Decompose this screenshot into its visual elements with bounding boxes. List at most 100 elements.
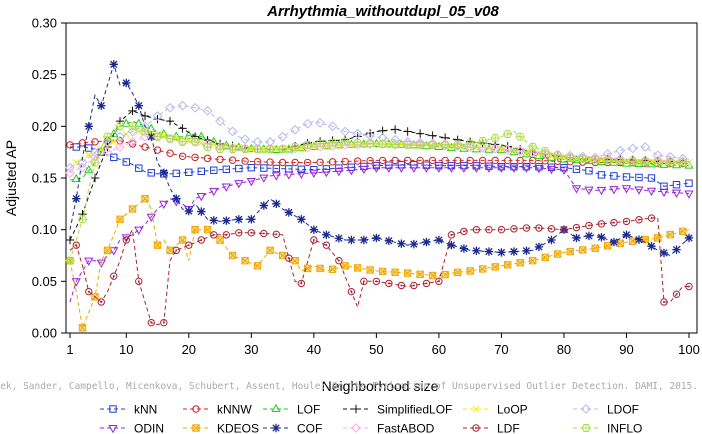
point-inflo	[102, 132, 113, 141]
point-ldf	[85, 287, 93, 296]
point-odin	[334, 168, 344, 177]
point-ldf	[222, 231, 231, 239]
point-inflo	[127, 122, 138, 131]
point-odin	[309, 169, 319, 179]
point-ldf	[360, 277, 368, 286]
point-odin	[534, 165, 544, 174]
x-tick-label: 1	[66, 342, 73, 357]
point-ldof	[315, 117, 326, 128]
point-fastabod	[440, 140, 451, 151]
point-knn	[647, 174, 656, 182]
point-ldf	[335, 256, 343, 265]
point-ldof	[302, 118, 313, 129]
point-lof	[521, 149, 532, 158]
point-cof	[597, 233, 606, 242]
point-knnw	[191, 153, 199, 162]
x-tick-label: 40	[307, 342, 321, 357]
series-knn	[70, 143, 693, 190]
watermark: Campos, Zimek, Sander, Campello, Micenko…	[0, 381, 698, 392]
series-layer	[65, 60, 694, 332]
point-knn	[572, 165, 581, 173]
point-lof	[371, 138, 382, 147]
legend-marker-knn	[109, 405, 117, 413]
point-fastabod	[365, 139, 376, 150]
point-odin	[96, 259, 106, 268]
point-fastabod	[527, 147, 538, 158]
point-inflo	[665, 158, 675, 167]
point-ldof	[152, 111, 163, 121]
point-fastabod	[515, 146, 526, 156]
point-cof	[547, 235, 556, 245]
point-simplifiedlof	[415, 129, 425, 138]
point-ldf	[110, 272, 118, 280]
point-fastabod	[352, 139, 363, 150]
y-tick-label: 0.10	[32, 222, 57, 237]
point-lof	[234, 142, 244, 151]
series-line-simplifiedlof	[69, 110, 690, 241]
point-knnw	[203, 154, 212, 163]
point-inflo	[540, 147, 550, 156]
chart-title: Arrhythmia_withoutdupl_05_v08	[266, 3, 499, 20]
point-knn	[597, 171, 606, 179]
point-cof	[322, 230, 331, 240]
point-cof	[284, 208, 294, 217]
point-inflo	[490, 134, 500, 143]
legend-marker-ldf	[472, 424, 480, 432]
point-cof	[684, 233, 694, 243]
series-odin	[69, 164, 694, 303]
point-odin	[71, 278, 81, 287]
point-inflo	[503, 130, 513, 139]
point-inflo	[190, 137, 200, 146]
point-ldof	[640, 142, 651, 152]
point-ldf	[272, 230, 281, 239]
point-ldf	[372, 277, 381, 286]
y-tick-label: 0.20	[32, 119, 57, 134]
point-odin	[259, 174, 269, 183]
x-tick-label: 100	[678, 342, 700, 357]
point-odin	[671, 189, 682, 198]
point-odin	[84, 257, 94, 266]
point-simplifiedlof	[178, 124, 187, 133]
legend-label-fastabod: FastABOD	[377, 422, 435, 434]
point-ldf	[310, 236, 318, 244]
point-cof	[472, 246, 481, 255]
point-cof	[259, 201, 269, 210]
point-cof	[347, 235, 356, 245]
point-odin	[384, 164, 394, 173]
point-inflo	[653, 158, 663, 167]
legend-item-knnw: kNNW	[183, 403, 252, 417]
x-tick-label: 20	[182, 342, 196, 357]
point-cof	[609, 237, 619, 247]
point-ldf	[447, 231, 456, 239]
point-ldf	[285, 254, 293, 262]
point-inflo	[553, 151, 563, 160]
point-knn	[110, 153, 118, 162]
series-simplifiedlof	[65, 106, 690, 245]
point-knn	[172, 169, 180, 178]
legend-label-inflo: INFLO	[607, 422, 642, 434]
point-ldf	[560, 225, 568, 234]
point-simplifiedlof	[390, 125, 400, 134]
point-fastabod	[477, 142, 488, 153]
point-inflo	[440, 140, 450, 149]
series-line-kdeos	[69, 197, 690, 330]
point-knn	[185, 168, 193, 177]
point-lof	[471, 144, 482, 153]
point-loop	[272, 145, 280, 153]
point-ldf	[685, 282, 693, 291]
point-knn	[685, 179, 693, 187]
point-ldof	[202, 105, 213, 116]
y-tick-label: 0.00	[32, 326, 57, 341]
y-tick-label: 0.30	[32, 16, 57, 31]
point-ldf	[497, 225, 506, 234]
point-inflo	[453, 140, 463, 149]
point-ldof	[227, 126, 238, 137]
point-simplifiedlof	[90, 173, 100, 183]
point-odin	[521, 164, 532, 173]
point-ldof	[90, 147, 100, 158]
point-cof	[297, 215, 306, 224]
point-inflo	[227, 145, 238, 154]
point-odin	[621, 185, 632, 194]
point-knnw	[253, 157, 262, 166]
